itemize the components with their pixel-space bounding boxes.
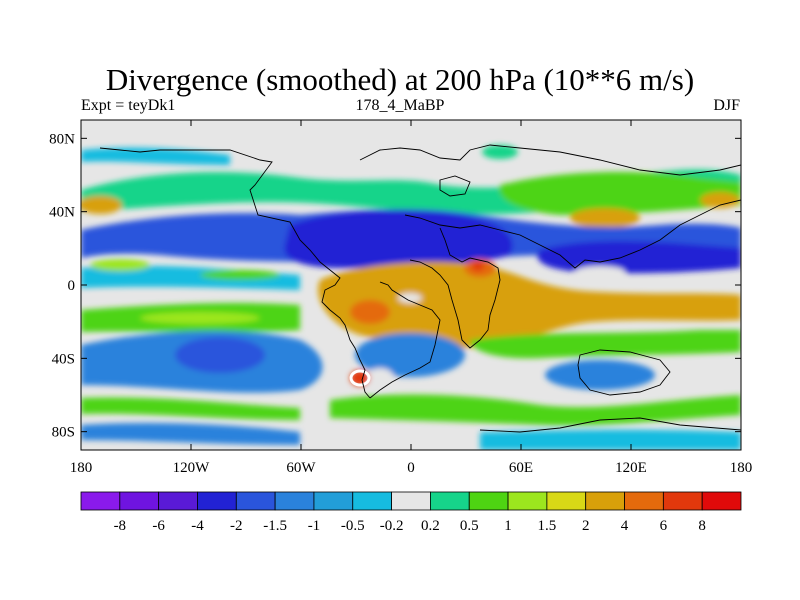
colorbar-label: -0.5: [341, 518, 365, 534]
colorbar-box: [662, 491, 703, 511]
colorbar-label: 1.5: [538, 518, 557, 534]
colorbar-box: [468, 491, 509, 511]
experiment-label: Expt = teyDk1: [81, 97, 176, 114]
colorbar-box: [80, 491, 121, 511]
colorbar-box: [585, 491, 625, 511]
field-pacific-orange: [81, 196, 122, 214]
colorbar-box: [624, 491, 664, 511]
colorbar-label: -1: [308, 518, 321, 534]
colorbar-label: 8: [698, 518, 706, 534]
field-south-pacific-dark: [175, 337, 265, 373]
field-south-yellowgreen: [140, 312, 260, 324]
colorbar-label: 0.2: [421, 518, 440, 534]
field-antarctic-cyan: [480, 429, 741, 450]
colorbar-label: -4: [191, 518, 204, 534]
australia-coastline: [577, 349, 671, 396]
colorbar-box: [430, 491, 470, 511]
field-arctic-green: [482, 145, 518, 159]
lat-tick-label: 0: [68, 278, 76, 294]
field-south-atlantic-red: [350, 370, 370, 386]
colorbar-box: [391, 491, 431, 511]
americas-coastline: [180, 149, 371, 399]
field-asia-orange: [570, 208, 640, 228]
colorbar-box: [274, 491, 315, 511]
field-contour-ring: [349, 369, 371, 387]
field-asia-green: [499, 171, 741, 215]
season-label: DJF: [713, 97, 740, 114]
colorbar-label: 4: [621, 518, 629, 534]
antarctica-coast: [479, 417, 741, 433]
colorbar-label: 1: [504, 518, 512, 534]
colorbar-box: [507, 491, 548, 511]
colorbar-label: -1.5: [263, 518, 287, 534]
field-atlantic-dark-blue: [284, 209, 513, 269]
africa-coastline: [409, 227, 501, 349]
europe-island: [439, 175, 471, 197]
lon-tick-label: 60W: [286, 460, 316, 476]
colorbar-label: -6: [152, 518, 165, 534]
colorbar-box: [352, 491, 392, 511]
period-label: 178_4_MaBP: [355, 97, 445, 114]
field-arctic-cyan: [81, 147, 230, 165]
field-equatorial-yellowgreen: [90, 259, 150, 271]
lat-tick-label: 80N: [49, 131, 75, 147]
colorbar-box: [546, 491, 587, 511]
plot-title: Divergence (smoothed) at 200 hPa (10**6 …: [105, 62, 695, 97]
lat-tick-label: 80S: [52, 425, 75, 441]
colorbar-labels: -8 -6 -4 -2 -1.5 -1 -0.5 -0.2 0.2 0.5 1 1.5 2 4 6 8: [114, 518, 706, 534]
coastlines: [99, 144, 741, 433]
contour-field: [81, 120, 741, 450]
lon-tick-label: 0: [407, 460, 415, 476]
lon-tick-label: 120W: [173, 460, 211, 476]
eurasia-south-coast: [404, 199, 741, 269]
colorbar-label: 2: [582, 518, 590, 534]
field-pacific-orange-2: [700, 192, 740, 208]
colorbar-box: [119, 491, 160, 511]
colorbar-box: [235, 491, 276, 511]
field-tropical-gap: [398, 293, 422, 303]
field-pacific-gap: [575, 266, 625, 278]
lat-tick-label: 40S: [52, 351, 75, 367]
colorbar-label: 0.5: [460, 518, 479, 534]
south-america-east-coast: [369, 281, 441, 399]
field-samerica-redorange: [350, 300, 390, 324]
field-equatorial-green: [200, 270, 280, 280]
colorbar-label: -2: [230, 518, 243, 534]
field-antarctic-blue: [81, 422, 300, 445]
lon-tick-label: 180: [70, 460, 93, 476]
lon-tick-label: 60E: [509, 460, 533, 476]
field-far-south-green: [81, 397, 300, 420]
field-indian-blue: [545, 360, 655, 390]
lon-tick-label: 120E: [615, 460, 647, 476]
field-south-atlantic-blue: [355, 333, 465, 377]
field-pacific-dark-blue: [537, 241, 741, 274]
colorbar-label: -8: [114, 518, 127, 534]
lat-tick-label: 40N: [49, 205, 75, 221]
field-tropical-orange: [318, 261, 741, 348]
colorbar-label: 6: [660, 518, 668, 534]
axis-ticks: 80N 40N 0 40S 80S 180 120W 60W 0 60E 120E 180: [49, 120, 752, 476]
alaska-coastline: [99, 147, 180, 153]
colorbar-box: [701, 491, 742, 511]
lon-tick-label: 180: [730, 460, 753, 476]
colorbar-label: -0.2: [380, 518, 404, 534]
field-south-atlantic-gap: [366, 368, 394, 388]
colorbar-box: [197, 491, 237, 511]
field-indian-green: [470, 330, 741, 359]
field-africa-red: [472, 261, 484, 271]
eurasia-north-coast: [359, 144, 741, 176]
colorbar-boxes: [80, 491, 742, 511]
colorbar-box: [158, 491, 198, 511]
colorbar-box: [313, 491, 354, 511]
